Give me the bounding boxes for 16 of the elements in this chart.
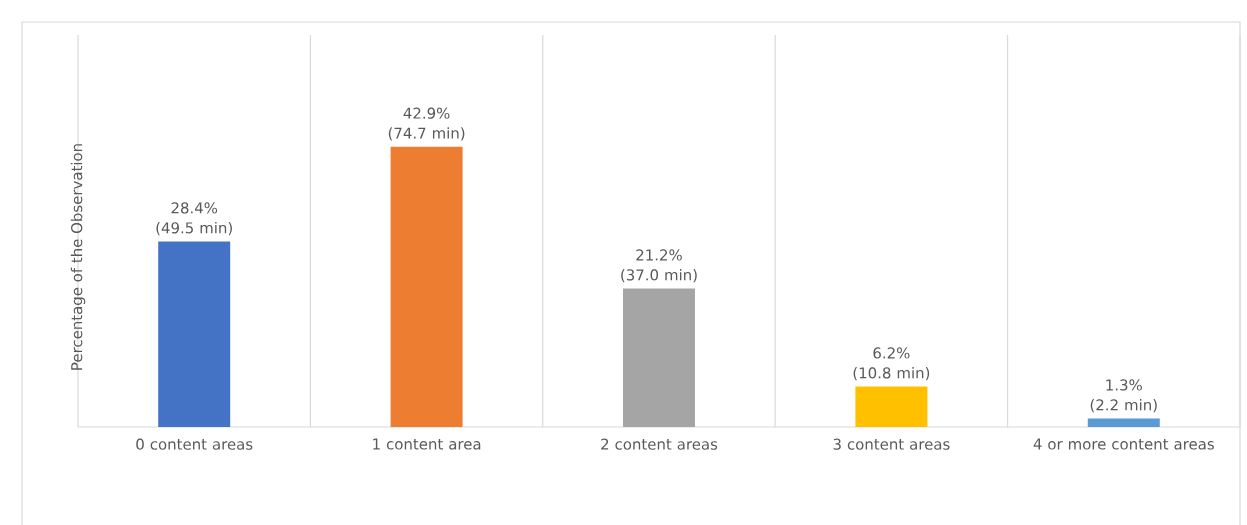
- x-tick-label: 3 content areas: [833, 438, 950, 450]
- x-tick-label: 0 content areas: [136, 438, 253, 450]
- data-label: 6.2% (10.8 min): [853, 347, 930, 381]
- x-tick-label: 2 content areas: [601, 438, 718, 450]
- x-tick-label: 1 content area: [373, 438, 481, 450]
- data-label: 21.2% (37.0 min): [621, 249, 697, 283]
- bar: [855, 386, 928, 427]
- data-label: 28.4% (49.5 min): [156, 202, 232, 236]
- data-label: 1.3% (2.2 min): [1090, 379, 1157, 413]
- bar: [622, 288, 695, 427]
- y-axis-title: Percentage of the Observation: [70, 144, 86, 370]
- bar: [390, 146, 463, 427]
- bar: [158, 241, 231, 427]
- x-tick-label: 4 or more content areas: [1033, 438, 1214, 450]
- bar: [1087, 418, 1160, 427]
- data-label: 42.9% (74.7 min): [388, 107, 465, 141]
